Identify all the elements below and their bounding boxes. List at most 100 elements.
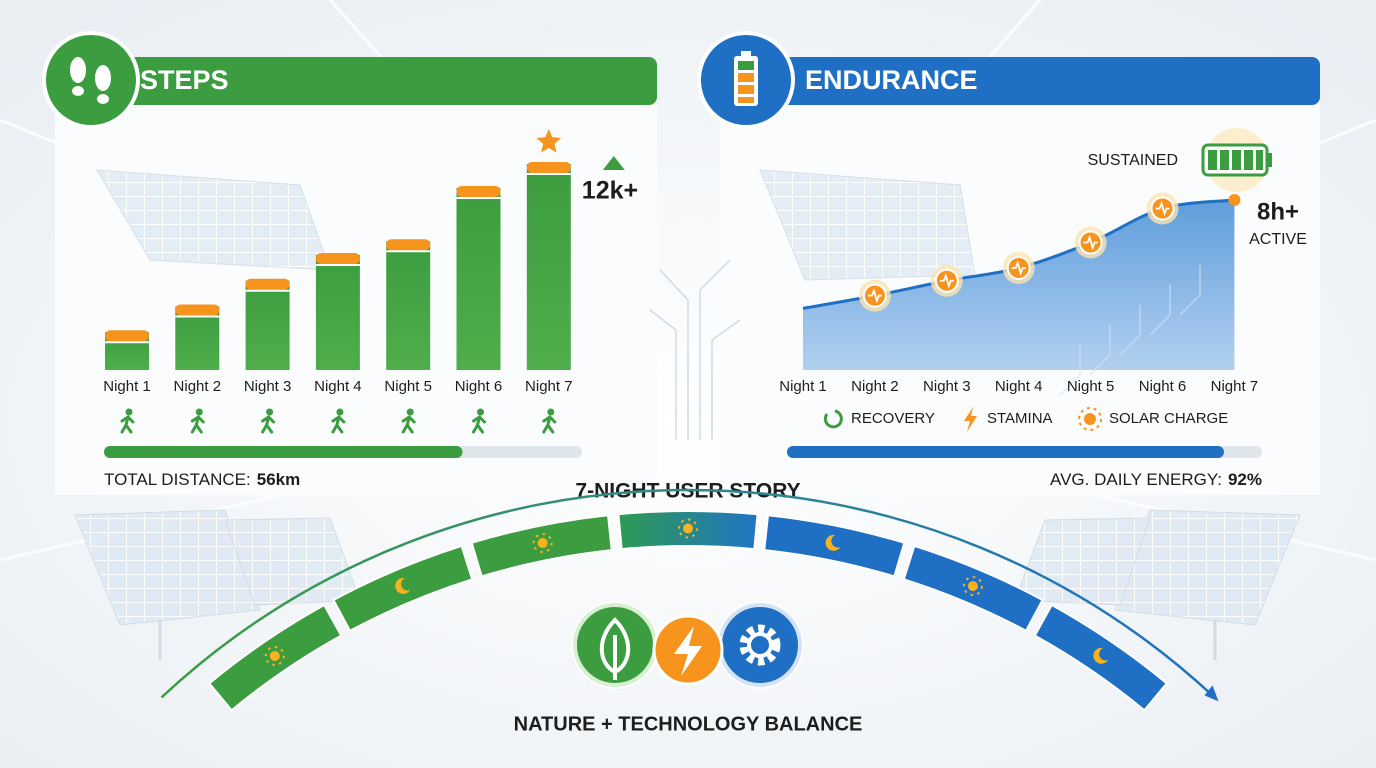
summary-value: 92% — [1228, 470, 1262, 489]
sun-icon — [269, 650, 280, 661]
activity-icon — [331, 408, 346, 434]
circuit — [1089, 325, 1111, 376]
end-marker — [1228, 194, 1241, 206]
legend-icon — [823, 409, 843, 429]
pulse — [1011, 260, 1026, 276]
bar — [315, 254, 360, 370]
battery-icon — [734, 51, 758, 106]
x-tick-label: Night 6 — [1139, 378, 1187, 395]
pulse — [1155, 200, 1170, 217]
sun-rays — [962, 576, 983, 597]
bar-cap-gap — [175, 315, 220, 318]
x-tick-label: Night 2 — [851, 378, 899, 395]
story-arc — [160, 488, 1219, 712]
bar-cap-gap — [105, 341, 149, 344]
footer-title: NATURE + TECHNOLOGY BALANCE — [514, 713, 863, 735]
bar-cap — [526, 162, 571, 173]
x-tick-label: Night 6 — [455, 378, 503, 395]
activity-icon — [542, 408, 557, 434]
bar-cap — [386, 239, 431, 251]
bar-group — [386, 239, 431, 370]
icon-head — [125, 408, 133, 416]
summary-label: TOTAL DISTANCE: — [104, 470, 251, 489]
moon-icon — [395, 577, 411, 594]
x-tick-label: Night 7 — [1211, 378, 1259, 395]
steps-title: STEPS — [140, 65, 229, 95]
x-tick-label: Night 1 — [103, 378, 151, 395]
x-tick-label: Night 5 — [1067, 378, 1115, 395]
activity-icon — [261, 408, 276, 434]
sun-rays — [532, 533, 553, 554]
x-tick-label: Night 4 — [314, 378, 362, 395]
bar — [245, 280, 290, 370]
annotation: SUSTAINED — [1088, 152, 1178, 169]
circuit — [1059, 345, 1081, 396]
icon-body — [261, 415, 276, 434]
sun-icon — [967, 581, 978, 592]
legend-icon-rays — [1078, 407, 1102, 431]
x-tick-label: Night 7 — [525, 378, 573, 395]
bar-cap — [175, 304, 220, 316]
bar — [386, 241, 431, 370]
bar-cap-gap — [456, 197, 501, 200]
icon-body — [542, 415, 557, 434]
full-battery-icon — [1201, 128, 1272, 192]
bar-group — [456, 186, 501, 370]
endurance-title: ENDURANCE — [805, 65, 978, 95]
arrow-head — [1204, 685, 1219, 702]
x-tick-label: Night 5 — [384, 378, 432, 395]
progress-bar — [104, 446, 463, 458]
icon-head — [336, 408, 344, 416]
bar-cap — [315, 252, 360, 264]
pulse — [939, 273, 954, 289]
x-tick-label: Night 3 — [244, 378, 292, 395]
bar-cap — [245, 278, 290, 290]
avg-energy: AVG. DAILY ENERGY: 92% — [1050, 470, 1262, 489]
icon-body — [190, 415, 205, 434]
icon-head — [195, 408, 203, 416]
story-segment — [332, 544, 474, 633]
pulse — [1083, 234, 1098, 251]
icon-body — [331, 415, 346, 434]
total-distance: TOTAL DISTANCE: 56km — [104, 470, 300, 489]
bar-cap-gap — [315, 263, 360, 266]
legend-icon — [964, 407, 977, 432]
legend-icon — [1084, 413, 1096, 425]
footprints-icon — [70, 57, 111, 104]
moon-icon — [1093, 647, 1109, 664]
sun-rays — [678, 518, 698, 539]
story-segment — [763, 514, 906, 578]
bar — [456, 188, 501, 370]
sun-icon — [683, 523, 693, 534]
legend-label: STAMINA — [987, 410, 1053, 427]
icon-head — [406, 408, 414, 416]
bar-group — [315, 252, 360, 370]
x-tick-label: Night 3 — [923, 378, 971, 395]
bar-cap-gap — [245, 289, 290, 292]
progress-bar — [787, 446, 1224, 458]
circuit-pattern — [1059, 265, 1201, 396]
summary-value: 56km — [257, 470, 300, 489]
bar-group — [245, 278, 290, 370]
x-tick-label: Night 4 — [995, 378, 1043, 395]
bar-group — [175, 304, 220, 370]
icon-body — [472, 415, 486, 434]
x-tick-label: Night 2 — [174, 378, 222, 395]
icon-head — [547, 408, 555, 416]
area-fill — [803, 200, 1235, 370]
up-arrow — [602, 156, 625, 170]
activity-icon — [472, 408, 486, 434]
star — [536, 129, 562, 153]
icon-body — [120, 415, 135, 434]
story-arrow — [160, 488, 1216, 699]
balance-icons — [571, 601, 804, 689]
icon-head — [266, 408, 274, 416]
story-segment — [1033, 603, 1169, 712]
activity-icon — [401, 408, 416, 434]
bar-cap — [456, 186, 501, 198]
legend-label: RECOVERY — [851, 410, 935, 427]
bar-group — [526, 162, 571, 370]
icon-head — [477, 408, 484, 416]
summary-label: AVG. DAILY ENERGY: — [1050, 470, 1222, 489]
circuit-lines — [649, 259, 741, 440]
